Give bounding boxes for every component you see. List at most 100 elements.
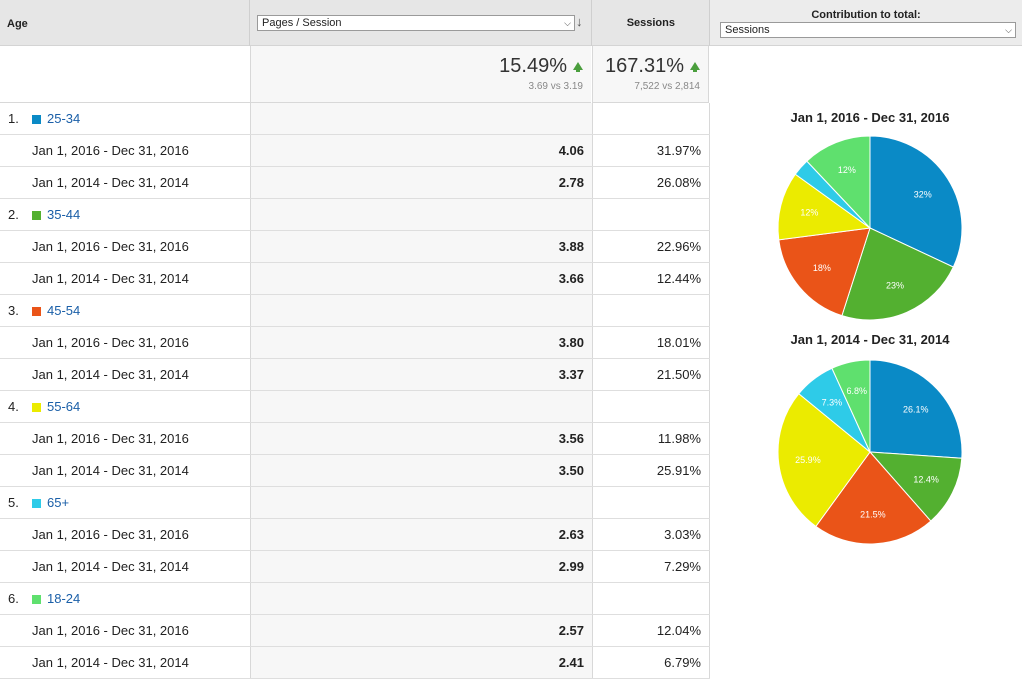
pps-cell	[250, 199, 592, 230]
group-row-45-54: 3. 45-54	[0, 295, 710, 327]
pie-slice-55-64[interactable]	[777, 173, 872, 241]
sessions-percent: 21.50%	[592, 359, 710, 390]
group-cell: 5. 65+	[0, 487, 258, 518]
sessions-percent: 12.04%	[592, 615, 710, 646]
sort-down-arrow-icon[interactable]: ↓	[576, 14, 583, 29]
pps-value: 3.88	[250, 231, 592, 262]
header-divider	[591, 0, 592, 46]
pie-slice-label: 12.4%	[913, 475, 939, 485]
pps-cell	[250, 391, 592, 422]
pps-value: 2.41	[250, 647, 592, 678]
sessions-cell	[592, 391, 710, 422]
age-group-link[interactable]: 18-24	[47, 591, 81, 606]
sessions-detail: 7,522 vs 2,814	[634, 81, 700, 92]
date-range-label: Jan 1, 2014 - Dec 31, 2014	[32, 463, 189, 478]
date-range-label: Jan 1, 2016 - Dec 31, 2016	[32, 527, 189, 542]
pps-cell	[250, 103, 592, 134]
table-row: Jan 1, 2016 - Dec 31, 2016 2.63 3.03%	[0, 519, 710, 551]
sessions-percent: 3.03%	[592, 519, 710, 550]
pie-slice-18-24[interactable]	[806, 135, 871, 230]
pps-detail: 3.69 vs 3.19	[528, 81, 583, 92]
sessions-percent: 18.01%	[592, 327, 710, 358]
sessions-header-label: Sessions	[626, 17, 675, 29]
date-range-label: Jan 1, 2014 - Dec 31, 2014	[32, 271, 189, 286]
age-header-label: Age	[7, 18, 28, 30]
sessions-change-value: 167.31%	[605, 55, 684, 77]
metric-select-value: Pages / Session	[262, 17, 342, 29]
pie-title-2014: Jan 1, 2014 - Dec 31, 2014	[790, 332, 950, 347]
color-swatch	[32, 211, 41, 220]
group-cell: 1. 25-34	[0, 103, 258, 134]
pps-value: 2.63	[250, 519, 592, 550]
sessions-column-header[interactable]: Sessions	[592, 0, 709, 46]
pie-slice-35-44[interactable]	[868, 451, 963, 522]
chevron-down-icon: ⌵	[1005, 25, 1012, 35]
metric-select[interactable]: Pages / Session ⌵	[257, 15, 575, 31]
age-group-link[interactable]: 55-64	[47, 399, 81, 414]
age-group-link[interactable]: 25-34	[47, 111, 81, 126]
pie-slice-25-34[interactable]	[869, 359, 963, 459]
contribution-select[interactable]: Sessions ⌵	[720, 22, 1016, 38]
sessions-percent: 6.79%	[592, 647, 710, 678]
group-cell: 2. 35-44	[0, 199, 258, 230]
pie-slice-label: 6.8%	[846, 386, 867, 396]
age-group-link[interactable]: 35-44	[47, 207, 81, 222]
date-range-label: Jan 1, 2016 - Dec 31, 2016	[32, 335, 189, 350]
header-divider	[709, 0, 710, 46]
summary-blank-cell	[0, 46, 250, 103]
contribution-label: Contribution to total:	[811, 9, 921, 21]
age-group-link[interactable]: 45-54	[47, 303, 81, 318]
chevron-down-icon: ⌵	[564, 18, 571, 28]
date-range-label: Jan 1, 2014 - Dec 31, 2014	[32, 175, 189, 190]
pie-slice-35-44[interactable]	[841, 227, 954, 321]
date-range-label: Jan 1, 2016 - Dec 31, 2016	[32, 623, 189, 638]
pie-slice-label: 12%	[800, 208, 818, 218]
pie-slice-label: 25.9%	[795, 455, 821, 465]
table-row: Jan 1, 2014 - Dec 31, 2014 3.66 12.44%	[0, 263, 710, 295]
date-range-label: Jan 1, 2016 - Dec 31, 2016	[32, 431, 189, 446]
rank-number: 2.	[8, 207, 19, 222]
pie-slice-label: 21.5%	[860, 509, 886, 519]
date-range-label: Jan 1, 2014 - Dec 31, 2014	[32, 367, 189, 382]
sessions-percent: 26.08%	[592, 167, 710, 198]
pie-slice-label: 32%	[914, 189, 932, 199]
pps-change-value: 15.49%	[499, 55, 567, 77]
pie-slice-label: 26.1%	[903, 404, 929, 414]
sessions-cell	[592, 295, 710, 326]
pie-slice-55-64[interactable]	[777, 393, 871, 528]
sessions-cell	[592, 583, 710, 614]
contribution-select-value: Sessions	[725, 24, 770, 36]
pie-slice-45-54[interactable]	[778, 227, 871, 317]
pie-slice-18-24[interactable]	[831, 359, 871, 453]
pie-slice-label: 18%	[813, 263, 831, 273]
table-row: Jan 1, 2016 - Dec 31, 2016 3.88 22.96%	[0, 231, 710, 263]
pps-cell	[250, 295, 592, 326]
pie-slice-25-34[interactable]	[869, 135, 963, 268]
pages-per-session-summary: 15.49% 3.69 vs 3.19	[250, 46, 591, 103]
header-divider	[249, 0, 250, 46]
group-cell: 3. 45-54	[0, 295, 258, 326]
sessions-percent: 25.91%	[592, 455, 710, 486]
rank-number: 4.	[8, 399, 19, 414]
date-range-label: Jan 1, 2016 - Dec 31, 2016	[32, 239, 189, 254]
color-swatch	[32, 307, 41, 316]
table-row: Jan 1, 2014 - Dec 31, 2014 2.41 6.79%	[0, 647, 710, 679]
age-column-header[interactable]: Age	[0, 0, 249, 46]
sessions-percent: 11.98%	[592, 423, 710, 454]
group-cell: 4. 55-64	[0, 391, 258, 422]
pps-value: 2.57	[250, 615, 592, 646]
table-row: Jan 1, 2014 - Dec 31, 2014 2.78 26.08%	[0, 167, 710, 199]
pie-slice-label: 7.3%	[822, 397, 843, 407]
pps-value: 3.66	[250, 263, 592, 294]
color-swatch	[32, 595, 41, 604]
arrow-up-icon	[690, 62, 700, 72]
age-group-link[interactable]: 65+	[47, 495, 70, 510]
date-range-label: Jan 1, 2016 - Dec 31, 2016	[32, 143, 189, 158]
pps-value: 4.06	[250, 135, 592, 166]
pps-value: 2.78	[250, 167, 592, 198]
color-swatch	[32, 403, 41, 412]
pie-title-2016: Jan 1, 2016 - Dec 31, 2016	[790, 110, 950, 125]
pps-value: 2.99	[250, 551, 592, 582]
table-row: Jan 1, 2014 - Dec 31, 2014 2.99 7.29%	[0, 551, 710, 583]
pie-slice-45-54[interactable]	[815, 451, 932, 545]
